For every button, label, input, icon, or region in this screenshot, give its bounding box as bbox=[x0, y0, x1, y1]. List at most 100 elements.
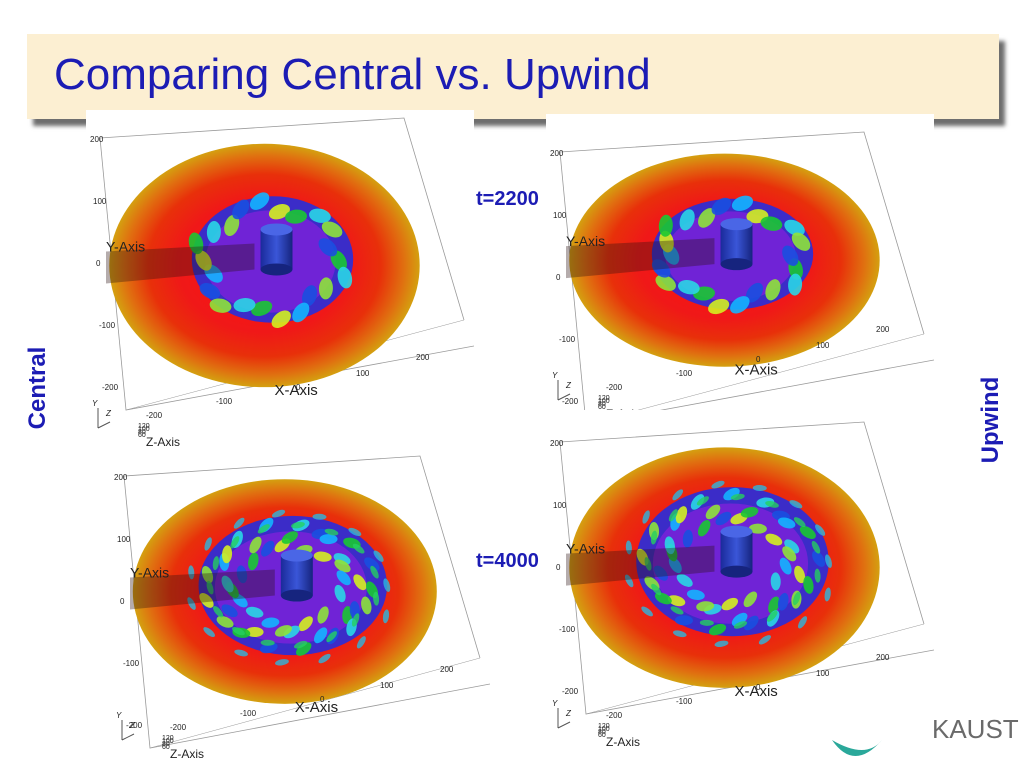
axis-plane bbox=[130, 569, 275, 610]
z-tick: 100 bbox=[138, 426, 150, 433]
tick-left: -100 bbox=[559, 335, 576, 344]
svg-text:Z: Z bbox=[105, 409, 112, 418]
z-tick: 100 bbox=[162, 738, 174, 745]
tick-left: 100 bbox=[553, 211, 567, 220]
plot-central-t4000: Y-Axis X-Axis 200 100 0 -100 -200 -200 -100 0 100 2… bbox=[110, 448, 490, 760]
axis-labels: Y-Axis X-Axis 200 100 0 -100 -200 -200 -100 0 100 2… bbox=[550, 149, 890, 410]
z-axis-label: Z-Axis bbox=[606, 407, 640, 410]
tick-left: -100 bbox=[559, 625, 576, 634]
tick-left: 100 bbox=[117, 535, 131, 544]
z-axis-label: Z-Axis bbox=[170, 747, 204, 760]
axis-plane bbox=[106, 243, 255, 284]
z-tick: 80 bbox=[598, 729, 606, 736]
z-axis-label: Z-Axis bbox=[606, 735, 640, 748]
tick-bottom: 100 bbox=[356, 369, 370, 378]
svg-text:Z: Z bbox=[129, 721, 136, 730]
tick-bottom: 200 bbox=[876, 653, 890, 662]
axis-labels: Y-Axis X-Axis 200 100 0 -100 -200 -200 -100 0 100 2… bbox=[90, 135, 430, 448]
y-axis-label: Y-Axis bbox=[566, 233, 605, 249]
bounding-box bbox=[123, 455, 490, 749]
orientation-triad: YZ bbox=[552, 699, 572, 729]
svg-text:Y: Y bbox=[552, 699, 558, 708]
tick-left: 100 bbox=[553, 501, 567, 510]
tick-left: -200 bbox=[562, 687, 579, 696]
z-tick: 60 bbox=[598, 732, 606, 739]
z-tick: 120 bbox=[598, 723, 610, 730]
axis-labels: Y-Axis X-Axis 200 100 0 -100 -200 -200 -100 0 100 2… bbox=[550, 439, 890, 748]
kaust-logo: KAUST bbox=[828, 700, 1024, 768]
logo-text: KAUST bbox=[932, 714, 1019, 744]
orientation-triad: YZ bbox=[92, 399, 112, 429]
cylinder bbox=[260, 223, 293, 276]
tick-left: -200 bbox=[102, 383, 119, 392]
z-tick: 80 bbox=[162, 741, 170, 748]
tick-bottom: -200 bbox=[606, 383, 623, 392]
upwind-label: Upwind bbox=[977, 376, 1004, 464]
slide-title: Comparing Central vs. Upwind bbox=[54, 50, 651, 99]
x-axis-label: X-Axis bbox=[734, 683, 777, 700]
tick-left: 0 bbox=[96, 259, 101, 268]
tick-bottom: -200 bbox=[170, 723, 187, 732]
tick-left: -100 bbox=[123, 659, 140, 668]
orientation-triad: YZ bbox=[116, 711, 136, 741]
z-tick: 60 bbox=[162, 744, 170, 751]
x-axis-label: X-Axis bbox=[295, 699, 338, 716]
cylinder bbox=[720, 525, 753, 578]
plot-central-t2200: Y-Axis X-Axis 200 100 0 -100 -200 -200 -100 0 100 2… bbox=[86, 110, 474, 448]
tick-bottom: 0 bbox=[320, 695, 325, 704]
svg-text:Y: Y bbox=[92, 399, 98, 408]
tick-left: 0 bbox=[120, 597, 125, 606]
axis-labels: Y-Axis X-Axis 200 100 0 -100 -200 -200 -100 0 100 2… bbox=[114, 473, 454, 760]
tick-bottom: -100 bbox=[676, 697, 693, 706]
tick-left: -200 bbox=[562, 397, 579, 406]
time-label-2200: t=2200 bbox=[476, 188, 539, 210]
tick-left: -100 bbox=[99, 321, 116, 330]
y-axis-label: Y-Axis bbox=[106, 238, 145, 254]
tick-left: 200 bbox=[550, 439, 564, 448]
tick-bottom: -200 bbox=[146, 411, 163, 420]
tick-bottom: 100 bbox=[380, 681, 394, 690]
tick-bottom: 200 bbox=[440, 665, 454, 674]
y-axis-label: Y-Axis bbox=[566, 541, 605, 557]
tick-left: -200 bbox=[126, 721, 143, 730]
orientation-triad: YZ bbox=[552, 371, 572, 401]
plot-upwind-t4000: Y-Axis X-Axis 200 100 0 -100 -200 -200 -100 0 100 2… bbox=[546, 414, 934, 748]
tick-left: 200 bbox=[114, 473, 128, 482]
logo-swoosh bbox=[832, 740, 882, 756]
tick-bottom: -200 bbox=[606, 711, 623, 720]
time-label-4000: t=4000 bbox=[476, 550, 539, 572]
z-tick: 80 bbox=[598, 401, 606, 408]
z-tick: 80 bbox=[138, 429, 146, 436]
tick-bottom: 200 bbox=[876, 325, 890, 334]
x-axis-label: X-Axis bbox=[734, 362, 777, 379]
z-tick: 100 bbox=[598, 726, 610, 733]
axis-plane bbox=[566, 238, 715, 279]
tick-bottom: -100 bbox=[216, 397, 233, 406]
svg-text:Y: Y bbox=[116, 711, 122, 720]
axis-plane bbox=[566, 545, 715, 586]
z-tick: 60 bbox=[138, 432, 146, 439]
title-banner bbox=[27, 34, 999, 119]
svg-text:Y: Y bbox=[552, 371, 558, 380]
cylinder bbox=[720, 218, 753, 271]
y-axis-label: Y-Axis bbox=[130, 565, 169, 581]
tick-bottom: 0 bbox=[756, 683, 761, 692]
tick-left: 0 bbox=[556, 273, 561, 282]
vortex-region bbox=[188, 192, 354, 328]
tick-left: 200 bbox=[550, 149, 564, 158]
tick-left: 0 bbox=[556, 563, 561, 572]
z-axis-label: Z-Axis bbox=[146, 435, 180, 448]
tick-bottom: 200 bbox=[416, 353, 430, 362]
tick-bottom: -100 bbox=[676, 369, 693, 378]
tick-bottom: 0 bbox=[296, 383, 301, 392]
central-label: Central bbox=[24, 346, 51, 430]
x-axis-label: X-Axis bbox=[274, 382, 317, 399]
tick-left: 100 bbox=[93, 197, 107, 206]
tick-bottom: -100 bbox=[240, 709, 257, 718]
z-tick: 60 bbox=[598, 404, 606, 410]
cylinder bbox=[280, 549, 313, 602]
bounding-box bbox=[559, 131, 934, 410]
z-tick: 120 bbox=[138, 423, 150, 430]
tick-bottom: 100 bbox=[816, 669, 830, 678]
svg-text:Z: Z bbox=[565, 709, 572, 718]
